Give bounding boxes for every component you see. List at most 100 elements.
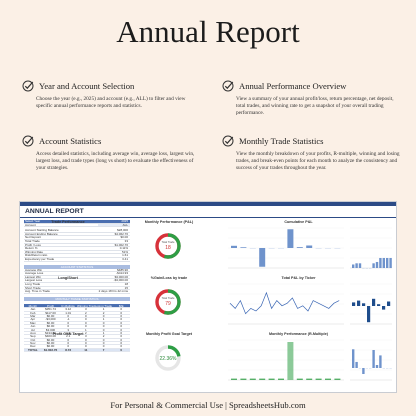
year-value[interactable]: 2025 [121,220,128,223]
stat-value: 3.41 [122,257,128,261]
column-header: R-Multiple [61,303,75,308]
r-multiple-bar [352,349,355,368]
r-multiple-bar [355,361,358,368]
stat-label: Account Ending Balance [25,232,58,236]
table-cell: 2 [85,311,87,314]
table-cell: $3,000 [45,328,56,331]
table-cell: May [30,321,36,325]
table-cell: $0.00 [46,325,55,328]
table-cell: Jan [30,308,36,311]
ticker-bar [367,306,371,323]
feature-text: View the monthly breakdown of your profi… [236,151,400,171]
stats-header: ACCOUNT STATISTICS [24,264,130,269]
stat-label: Avg. Time in Trade [25,290,50,293]
donut-label: Total Trade [162,240,175,244]
feature-text: Choose the year (e.g., 2025) and account… [36,96,186,109]
feature-title: Account Statistics [39,136,102,146]
table-cell: 1.01 [65,311,72,314]
stat-label: Average Win [25,268,43,272]
ticker-bar [352,302,356,306]
account-selector[interactable]: Account ALL [24,223,130,228]
feature-title: Annual Performance Overview [239,81,347,91]
stat-row: Largest Loss -$3,000.00 [24,279,130,283]
gain-loss-line [229,291,340,315]
table-cell: 0 [67,345,70,348]
stat-label: Expectancy per Trade [25,257,55,261]
table-cell: 0 [85,342,87,345]
monthly-pnl-bar [259,248,266,267]
stat-row: Short Trade 15 [24,287,130,291]
feature-account-statistics: Account Statistics Access detailed stati… [22,135,202,172]
stat-row: Total Trade 33 [24,240,130,244]
stat-label: Largest Loss [25,279,43,282]
table-row: Nov $0.00 0 0 0 0 [24,342,130,346]
goal-target-bar [296,378,303,380]
table-cell: 0 [85,314,87,318]
monthly-header: MONTHLY TRADE STATISTICS [24,296,130,301]
monthly-pnl-bar [240,247,247,248]
ticker-bar [362,303,366,306]
stat-value: 33 [124,239,128,243]
account-value[interactable]: ALL [98,223,130,227]
table-cell: 1 [102,318,105,321]
check-circle-icon [22,135,34,147]
table-row: Jul $3,000 3 1 0 0 [24,329,130,332]
table-cell: 0 [120,321,123,325]
feature-title: Monthly Trade Statistics [239,136,324,146]
cumulative-title: Cumulative P&L [284,220,313,224]
column-header: Winning Trades [77,303,95,308]
summary-table: Account Starting Balance $28,000 Account E… [24,229,130,262]
stat-label: Largest Win [25,275,42,279]
r-multiple-bar [372,350,375,368]
table-row: Sep $400.00 2.1 3 2 0 [24,335,130,339]
goal-target-bar [240,378,247,380]
cumulative-bar [379,257,382,268]
stat-label: Long Trade [25,282,41,286]
table-row: TOTAL $1,002.76 8.73 11 7 0 [24,348,130,353]
cumulative-bar [389,257,392,268]
table-row: Apr -$3,000 -1 0 1 0 [24,318,130,322]
table-cell: 0 [85,321,87,325]
stat-label: Risk/Return ratio [25,254,48,257]
table-cell: $117.00 [45,311,56,314]
stat-value: 51% [121,250,128,254]
check-circle-icon [222,135,234,147]
table-row: Aug $134.02 0.5 2 1 0 [24,331,130,336]
cumulative-bar [352,264,355,268]
stat-label: Winning Rate [25,250,44,254]
goal-target-bar [278,378,284,380]
feature-title: Year and Account Selection [39,81,135,91]
stat-value: $0.00 [120,236,128,239]
table-cell: $0.00 [46,338,55,342]
donut-value: 18 [165,245,171,251]
table-cell: 0 [120,338,123,342]
table-cell: 0 [102,321,105,325]
year-selector[interactable]: Select Year 2025 [24,220,130,224]
table-cell: 2.1 [66,335,71,338]
goal-target-bar [287,342,294,380]
r-multiple-bar [375,365,379,368]
column-header: Losing Trades [94,303,113,308]
table-cell: 1 [85,328,87,331]
table-cell: -$3,000 [45,318,56,321]
table-cell: 2 [85,331,87,335]
check-circle-icon [222,80,234,92]
feature-text: Access detailed statistics, including av… [36,151,195,171]
stat-value: $1,002.76 [114,243,128,247]
ticker-bar [377,304,381,306]
ticker-bar [387,301,391,306]
table-cell: $0.00 [46,345,55,348]
table-cell: 11 [84,348,88,352]
table-cell: 1 [102,331,105,335]
table-cell: 0.5 [66,331,71,335]
goal-target-bar [334,378,341,380]
goal-target-bar [231,378,237,380]
table-cell: 2 [102,311,105,314]
goal-target-bar [306,378,313,380]
stat-value: 0.11% [119,247,128,250]
table-row: Jan $351.74 3.12 3 1 0 [24,308,130,312]
table-cell: 0 [102,345,105,348]
table-cell: TOTAL [27,348,38,352]
